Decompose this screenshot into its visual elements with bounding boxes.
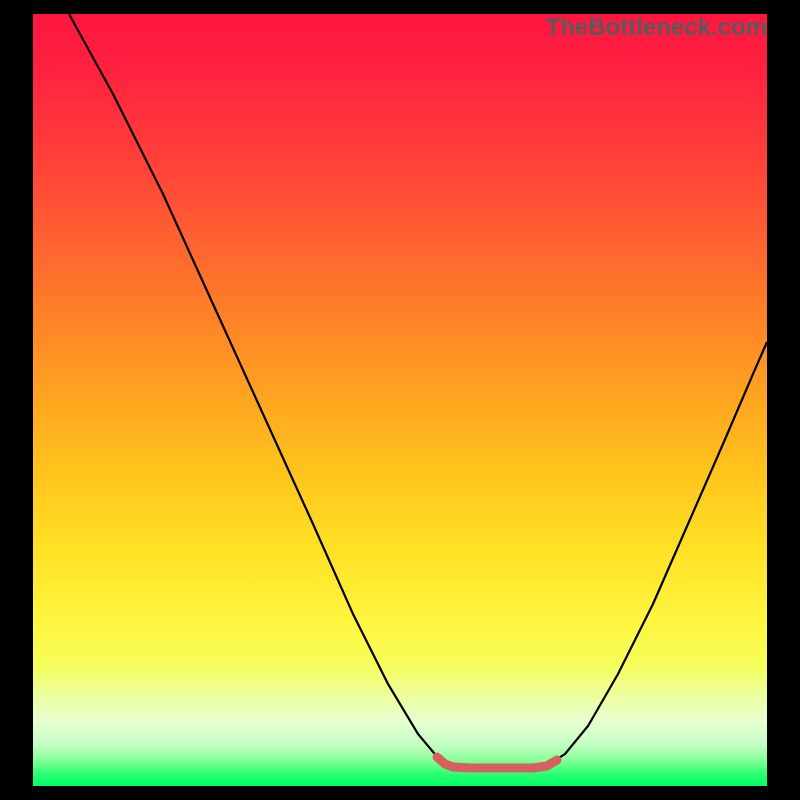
gradient-background — [33, 14, 767, 786]
chart-frame: TheBottleneck.com — [0, 0, 800, 800]
chart-svg — [0, 0, 800, 800]
watermark-text: TheBottleneck.com — [546, 14, 767, 42]
